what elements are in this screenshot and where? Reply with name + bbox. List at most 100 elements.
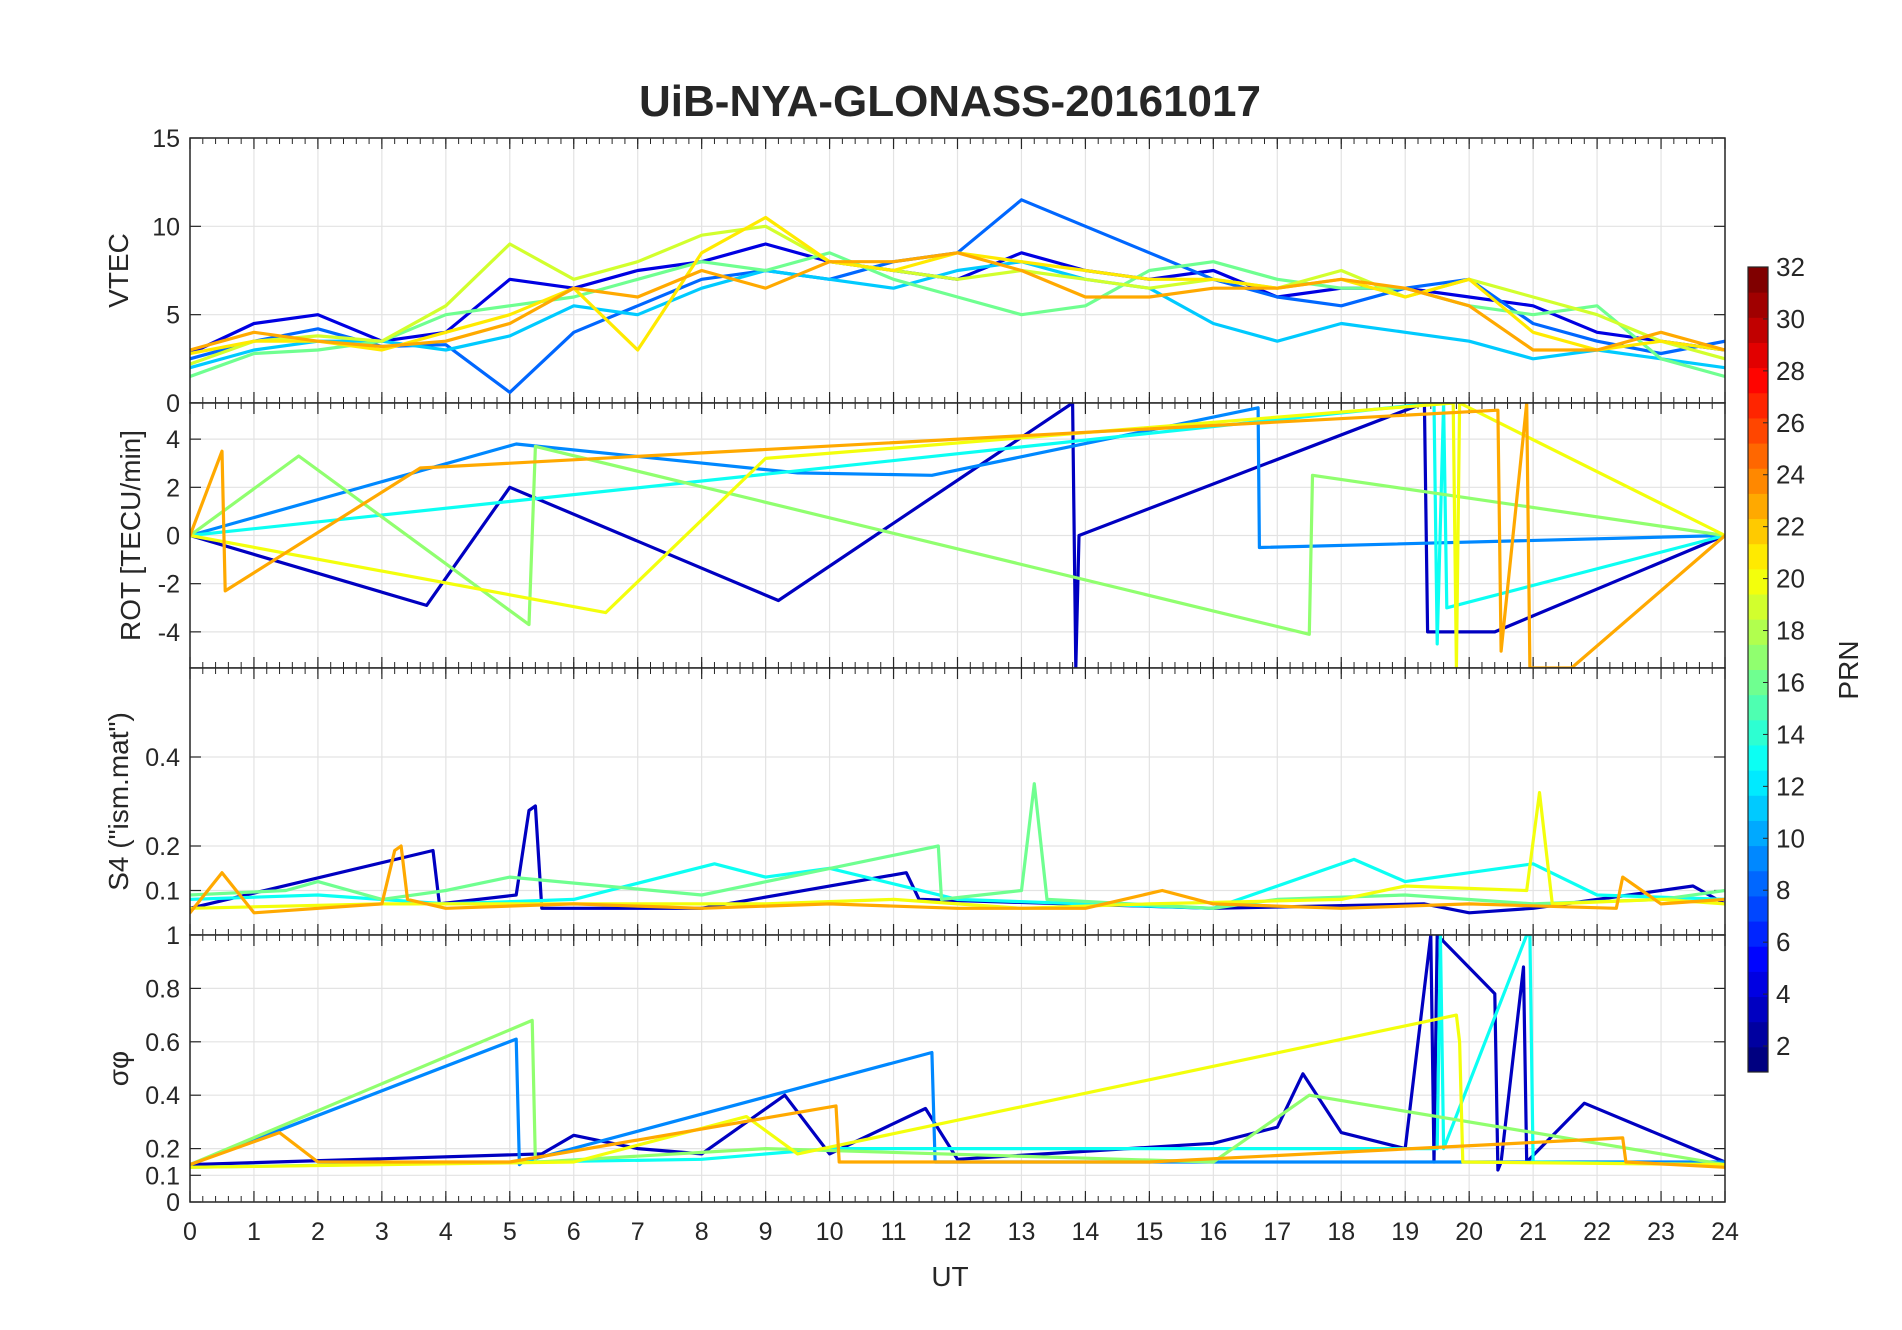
- colorbar-swatch: [1748, 317, 1768, 343]
- colorbar-tick-label: 10: [1776, 823, 1805, 853]
- x-tick-label: 15: [1135, 1218, 1163, 1246]
- y-tick-label: 0.2: [145, 833, 180, 861]
- x-tick-label: 11: [881, 1218, 907, 1246]
- panel-sigma_phi: 00.10.2 0.4 0.6 0.8 1 σφ: [103, 922, 1726, 1217]
- x-axis-label: UT: [931, 1261, 968, 1292]
- x-tick-label: 20: [1455, 1218, 1483, 1246]
- x-tick-label: 4: [439, 1218, 453, 1246]
- series-line-prn-3: [190, 403, 1725, 668]
- x-tick-label: 21: [1519, 1218, 1547, 1246]
- colorbar-tick-label: 8: [1776, 875, 1790, 905]
- colorbar-swatch: [1748, 342, 1768, 369]
- x-tick-label: 2: [311, 1218, 325, 1246]
- y-tick-label: 0.4: [145, 744, 180, 772]
- x-tick-label: 0: [183, 1218, 197, 1246]
- colorbar-tick-label: 24: [1776, 460, 1805, 490]
- y-tick-label: 2: [166, 474, 180, 502]
- y-tick-label: -2: [158, 571, 180, 599]
- colorbar-swatch: [1748, 619, 1768, 645]
- y-tick-label: -4: [158, 619, 180, 647]
- y-axis-label: S4 ("ism.mat"): [103, 712, 134, 891]
- panel-s4: 0.1 0.2 0.4 S4 ("ism.mat"): [103, 667, 1726, 936]
- colorbar-swatch: [1748, 795, 1768, 821]
- colorbar-tick-label: 20: [1776, 564, 1805, 594]
- series-line-prn-20: [190, 1013, 1725, 1169]
- series-line-prn-23: [190, 251, 1725, 352]
- colorbar-tick-label: 2: [1776, 1031, 1790, 1061]
- colorbar-swatch: [1748, 971, 1768, 998]
- y-tick-label: 15: [152, 125, 180, 153]
- x-tick-label: 8: [695, 1218, 709, 1246]
- colorbar-swatch: [1748, 267, 1768, 293]
- colorbar-frame: [1747, 266, 1769, 1073]
- x-tick-label: 5: [503, 1218, 517, 1246]
- panel-sigma_phi-frame: [189, 934, 1726, 1203]
- y-axis-label: VTEC: [103, 233, 134, 308]
- series-line-prn-20: [190, 403, 1725, 668]
- x-tick-label: 12: [944, 1218, 972, 1246]
- x-tick-labels: 0 1 2 3 4 5 6 7 8 9 10 11 12 13 14 15 16 17 18 19 20 21 22 23 24: [183, 1218, 1739, 1246]
- x-tick-label: 19: [1391, 1218, 1419, 1246]
- y-tick-label: 10: [152, 213, 180, 241]
- colorbar-tick-label: 30: [1776, 304, 1805, 334]
- y-tick-label: 0.4: [145, 1082, 180, 1110]
- series-line-prn-17: [190, 1018, 1725, 1167]
- x-tick-label: 9: [759, 1218, 773, 1246]
- series-line-prn-13: [190, 857, 1725, 910]
- colorbar-swatch: [1748, 845, 1768, 872]
- colorbar-swatch: [1748, 719, 1768, 746]
- colorbar-swatch: [1748, 292, 1768, 318]
- x-tick-label: 14: [1072, 1218, 1100, 1246]
- panel-vtec-series: [190, 198, 1725, 394]
- x-tick-label: 18: [1327, 1218, 1355, 1246]
- series-line-prn-23: [190, 1104, 1725, 1169]
- y-tick-label: 1: [166, 922, 180, 950]
- series-line-prn-23: [190, 403, 1725, 668]
- x-tick-label: 3: [375, 1218, 389, 1246]
- y-axis-label: σφ: [103, 1051, 134, 1086]
- colorbar-swatch: [1748, 468, 1768, 494]
- colorbar-swatch: [1748, 921, 1768, 947]
- colorbar-swatch: [1748, 820, 1768, 847]
- colorbar-swatch: [1748, 392, 1768, 419]
- colorbar-swatch: [1748, 669, 1768, 696]
- x-tick-label: 16: [1199, 1218, 1227, 1246]
- colorbar-tick-label: 6: [1776, 927, 1790, 957]
- y-tick-label: 0.2: [145, 1136, 180, 1164]
- colorbar-tick-label: 22: [1776, 512, 1805, 542]
- colorbar-tick-label: 4: [1776, 979, 1790, 1009]
- x-tick-label: 17: [1263, 1218, 1291, 1246]
- colorbar-swatch: [1748, 770, 1768, 796]
- colorbar-swatch: [1748, 518, 1768, 545]
- colorbar-swatch: [1748, 543, 1768, 570]
- panel-vtec: 0 5 10 15 VTEC: [103, 125, 1726, 418]
- colorbar-tick-label: 14: [1776, 719, 1805, 749]
- series-line-prn-23: [190, 844, 1725, 915]
- colorbar-swatch: [1748, 694, 1768, 721]
- y-axis-label: ROT [TECU/min]: [115, 430, 146, 641]
- y-tick-label: 0: [166, 1189, 180, 1217]
- colorbar-swatch: [1748, 744, 1768, 771]
- colorbar-swatch: [1748, 1046, 1768, 1073]
- series-line-prn-17: [190, 444, 1725, 636]
- colorbar-tick-label: 28: [1776, 356, 1805, 386]
- colorbar-label: PRN: [1833, 640, 1864, 699]
- colorbar-tick-label: 12: [1776, 771, 1805, 801]
- panel-s4-series: [190, 782, 1725, 915]
- colorbar-swatch: [1748, 870, 1768, 897]
- colorbar-swatch: [1748, 367, 1768, 394]
- panel-rot: -4 -2 0 2 4 ROT [TECU/min]: [115, 402, 1726, 669]
- series-line-prn-16: [190, 782, 1725, 910]
- chart-title: UiB-NYA-GLONASS-20161017: [639, 77, 1261, 126]
- series-line-prn-13: [190, 935, 1725, 1169]
- y-tick-label: 0.6: [145, 1029, 180, 1057]
- series-line-prn-9: [190, 406, 1725, 550]
- x-tick-label: 10: [816, 1218, 844, 1246]
- colorbar-swatch: [1748, 594, 1768, 620]
- y-tick-label: 0.1: [145, 1162, 180, 1190]
- x-tick-label: 23: [1647, 1218, 1675, 1246]
- colorbar-swatch: [1748, 493, 1768, 520]
